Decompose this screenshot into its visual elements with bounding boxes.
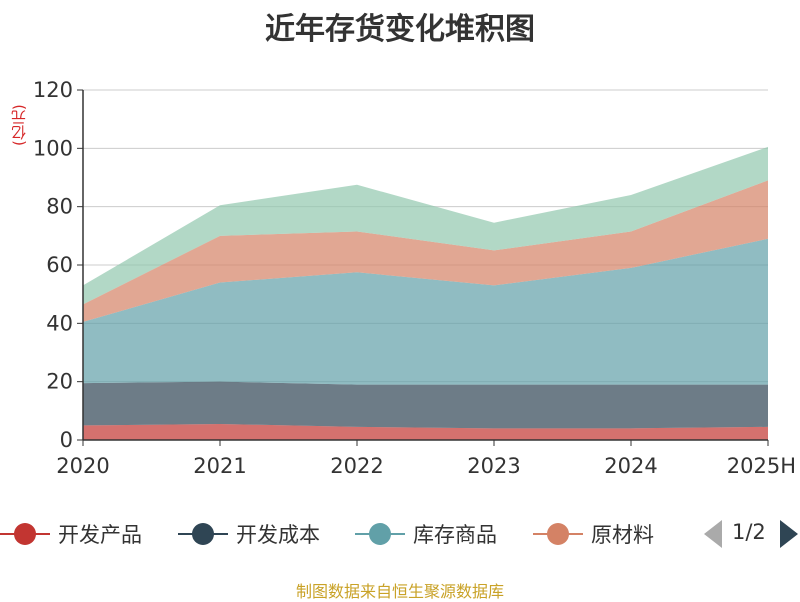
legend-label-3: 原材料: [591, 523, 654, 547]
x-tick-label-0: 2020: [56, 454, 109, 478]
legend-pager: 1/2: [700, 514, 800, 554]
area-series-4[interactable]: [83, 146, 768, 305]
x-tick-label-1: 2021: [193, 454, 246, 478]
legend-swatch-icon: [355, 514, 405, 554]
legend-dot-0: [14, 523, 36, 545]
area-series-2[interactable]: [83, 238, 768, 385]
legend-item-3[interactable]: 原材料: [533, 514, 654, 554]
area-series-1[interactable]: [83, 381, 768, 429]
area-series-3[interactable]: [83, 180, 768, 322]
legend-swatch-icon: [178, 514, 228, 554]
legend-item-0[interactable]: 开发产品: [0, 514, 142, 554]
legend-dot-3: [547, 523, 569, 545]
area-series-0[interactable]: [83, 423, 768, 440]
legend: 开发产品 开发成本 库存商品 原材料: [0, 514, 800, 554]
legend-swatch-icon: [0, 514, 50, 554]
legend-label-1: 开发成本: [236, 523, 320, 547]
legend-next-arrow-icon[interactable]: [780, 520, 798, 548]
y-tick-label-2: 40: [46, 311, 73, 335]
legend-dot-1: [192, 523, 214, 545]
y-tick-label-0: 0: [60, 428, 73, 452]
legend-item-1[interactable]: 开发成本: [178, 514, 320, 554]
legend-prev-arrow-icon[interactable]: [704, 520, 722, 548]
x-tick-label-4: 2024: [604, 454, 657, 478]
y-tick-label-3: 60: [46, 253, 73, 277]
chart-title: 近年存货变化堆积图: [265, 12, 535, 47]
x-tick-label-3: 2023: [467, 454, 520, 478]
legend-item-2[interactable]: 库存商品: [355, 514, 497, 554]
y-tick-label-6: 120: [33, 78, 73, 102]
x-tick-label-2: 2022: [330, 454, 383, 478]
legend-page-indicator: 1/2: [732, 520, 766, 544]
y-tick-label-5: 100: [33, 136, 73, 160]
legend-label-0: 开发产品: [58, 523, 142, 547]
area-series: [83, 146, 768, 440]
y-tick-label-4: 80: [46, 195, 73, 219]
axes: 0 20 40 60 80 100 120 2020 2021 2022 2023 2024 2025H: [33, 78, 796, 478]
y-tick-label-1: 20: [46, 370, 73, 394]
legend-label-2: 库存商品: [413, 523, 497, 547]
legend-dot-2: [369, 523, 391, 545]
legend-swatch-icon: [533, 514, 583, 554]
x-tick-label-5: 2025H: [727, 454, 796, 478]
source-note: 制图数据来自恒生聚源数据库: [295, 582, 504, 601]
